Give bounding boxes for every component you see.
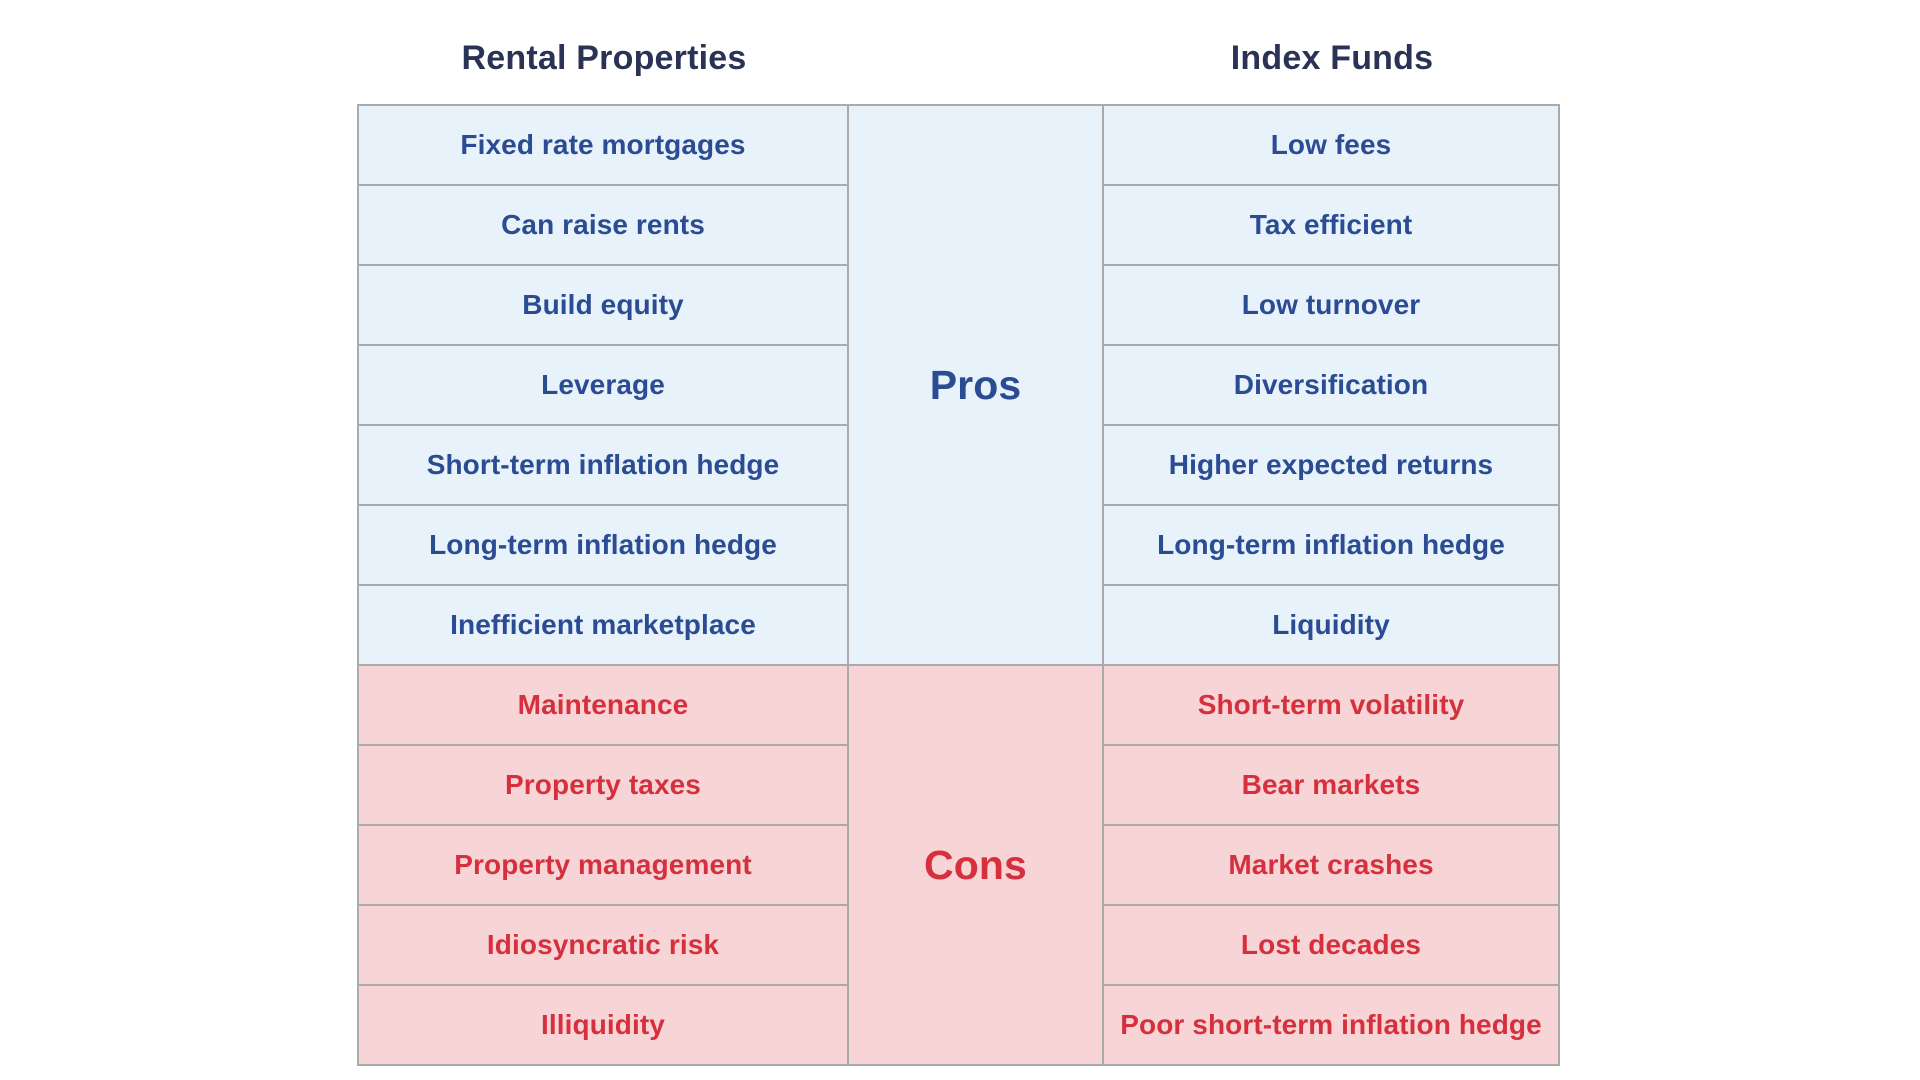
pros-left-cell: Short-term inflation hedge [359, 426, 847, 504]
pros-left-cell: Build equity [359, 266, 847, 344]
pros-right-cell: Low turnover [1104, 266, 1558, 344]
pros-left-cell: Leverage [359, 346, 847, 424]
cons-left-cell: Property taxes [359, 746, 847, 824]
left-column-title: Rental Properties [461, 39, 747, 77]
pros-right-cell: Higher expected returns [1104, 426, 1558, 504]
pros-right-cell: Diversification [1104, 346, 1558, 424]
right-column-title: Index Funds [1230, 39, 1434, 77]
cons-right-cell: Market crashes [1104, 826, 1558, 904]
pros-left-cell: Long-term inflation hedge [359, 506, 847, 584]
cons-left-cell: Illiquidity [359, 986, 847, 1064]
pros-left-cell: Inefficient marketplace [359, 586, 847, 664]
cons-left-cell: Maintenance [359, 666, 847, 744]
cons-left-cell: Property management [359, 826, 847, 904]
cons-right-cell: Bear markets [1104, 746, 1558, 824]
cons-left-cell: Idiosyncratic risk [359, 906, 847, 984]
pros-right-cell: Liquidity [1104, 586, 1558, 664]
cons-right-cell: Lost decades [1104, 906, 1558, 984]
pros-label-cell: Pros [849, 106, 1102, 664]
pros-right-cell: Low fees [1104, 106, 1558, 184]
pros-right-cell: Long-term inflation hedge [1104, 506, 1558, 584]
pros-cons-table: Fixed rate mortgages Can raise rents Build… [357, 104, 1560, 1066]
pros-left-cell: Fixed rate mortgages [359, 106, 847, 184]
cons-right-cell: Short-term volatility [1104, 666, 1558, 744]
pros-right-cell: Tax efficient [1104, 186, 1558, 264]
cons-right-cell: Poor short-term inflation hedge [1104, 986, 1558, 1064]
pros-left-cell: Can raise rents [359, 186, 847, 264]
cons-label-cell: Cons [849, 666, 1102, 1064]
